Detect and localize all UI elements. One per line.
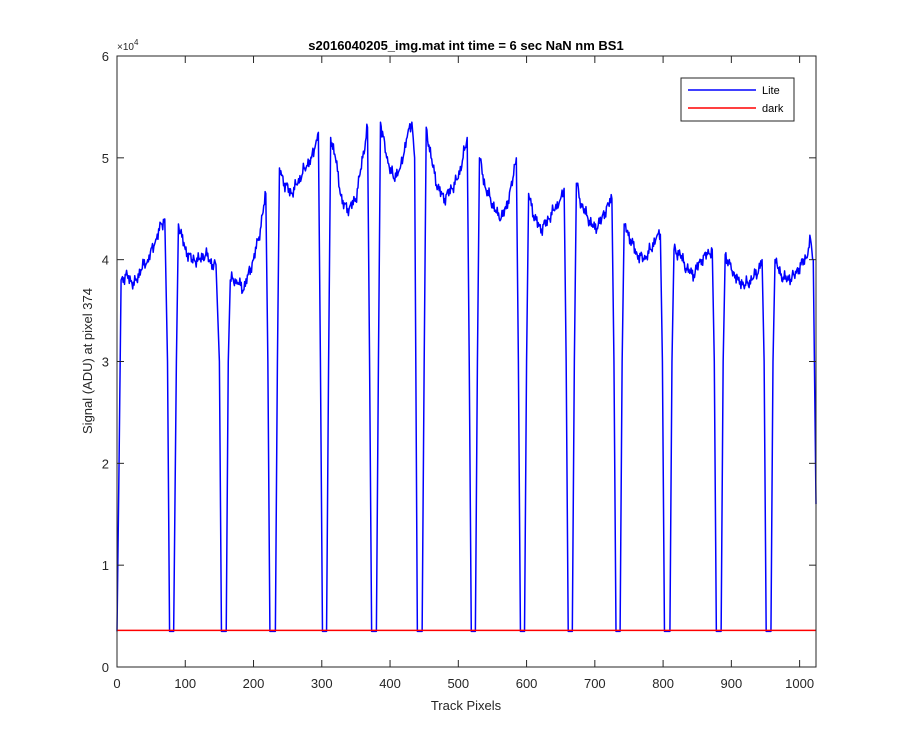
x-tick-label: 700	[584, 676, 606, 691]
x-tick-label: 500	[447, 676, 469, 691]
x-axis-label: Track Pixels	[431, 698, 502, 713]
legend-box	[680, 77, 795, 122]
plot-area	[117, 56, 816, 667]
x-tick-label: 100	[174, 676, 196, 691]
y-tick-label: 0	[102, 660, 109, 675]
y-axis-label: Signal (ADU) at pixel 374	[80, 288, 95, 434]
series-layer	[116, 121, 817, 633]
y-tick-label: 3	[102, 355, 109, 370]
chart-title: s2016040205_img.mat int time = 6 sec NaN…	[308, 38, 623, 53]
y-multiplier: ×10 4	[117, 38, 139, 53]
legend-label-lite: Lite	[762, 85, 780, 97]
y-tick-label: 6	[102, 49, 109, 64]
y-tick-label: 5	[102, 151, 109, 166]
series-line-lite	[116, 121, 817, 633]
y-multiplier-exponent: 4	[134, 38, 139, 47]
legend: Lite dark	[680, 77, 795, 122]
x-tick-label: 900	[721, 676, 743, 691]
legend-label-dark: dark	[762, 103, 784, 115]
x-tick-label: 200	[243, 676, 265, 691]
x-tick-label: 1000	[785, 676, 814, 691]
y-axis: 0 1 2 3 4 5 6	[102, 49, 816, 675]
x-tick-label: 400	[379, 676, 401, 691]
y-tick-label: 1	[102, 558, 109, 573]
x-tick-label: 600	[516, 676, 538, 691]
x-tick-label: 800	[652, 676, 674, 691]
y-multiplier-base: ×10	[117, 42, 134, 53]
x-tick-label: 0	[113, 676, 120, 691]
x-axis: 0 100 200 300 400 500 600 700 800 900 1000	[113, 56, 814, 691]
y-tick-label: 2	[102, 456, 109, 471]
y-tick-label: 4	[102, 253, 109, 268]
x-tick-label: 300	[311, 676, 333, 691]
